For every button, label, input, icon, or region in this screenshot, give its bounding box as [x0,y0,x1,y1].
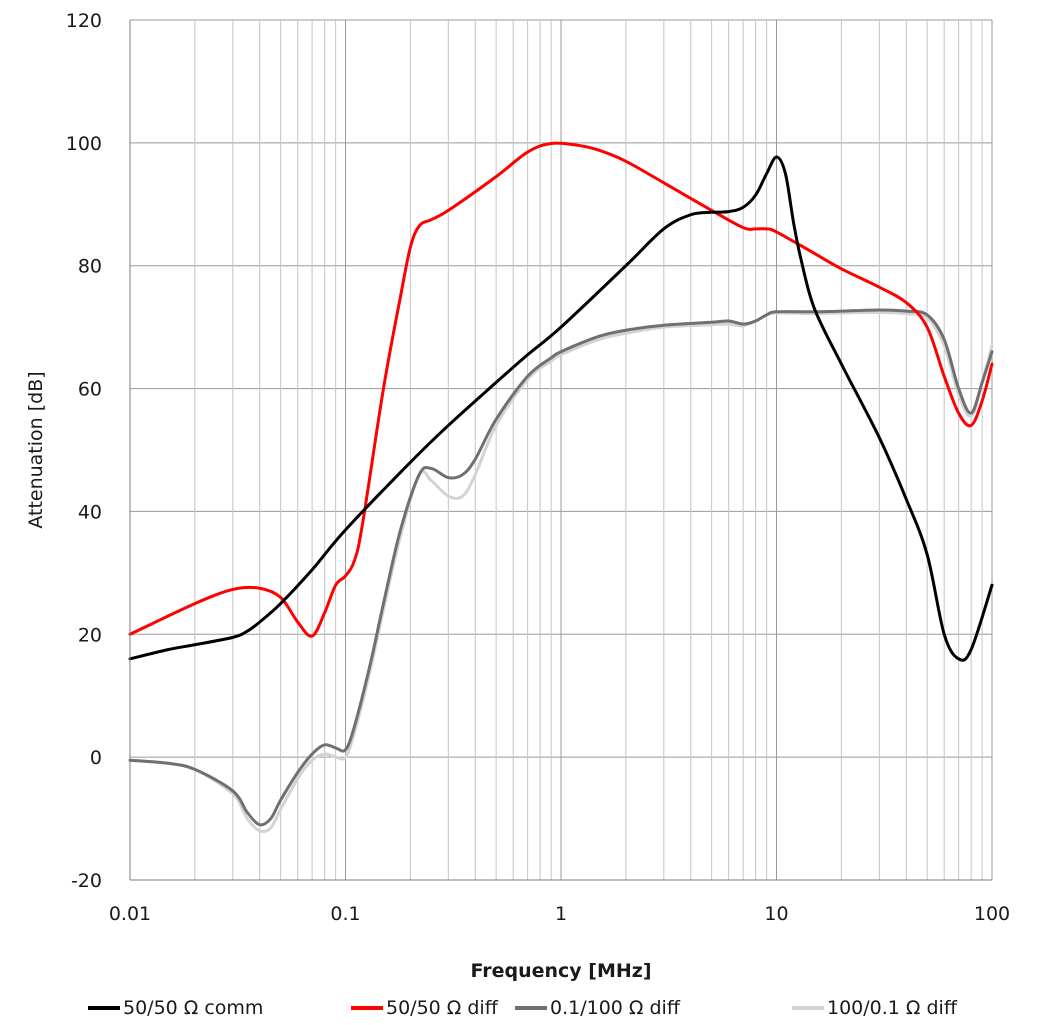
y-tick-label: 40 [78,501,102,523]
series-line-1 [128,155,994,662]
x-tick-labels: 0.01 0.1 1 10 100 [109,903,1010,925]
legend-label-4: 100/0.1 Ω diff [827,997,958,1019]
x-tick-label: 10 [764,903,788,925]
series-line-3 [128,308,994,827]
y-tick-label: 0 [90,747,102,769]
x-tick-label: 0.1 [330,903,360,925]
x-axis-title: Frequency [MHz] [470,960,651,982]
series-lines [128,141,994,834]
x-tick-label: 100 [974,903,1010,925]
grid [129,19,993,881]
axes [129,20,992,881]
series-line-4 [128,310,994,834]
legend-label-3: 0.1/100 Ω diff [550,997,681,1019]
y-tick-label: 20 [78,624,102,646]
legend: 50/50 Ω comm 50/50 Ω diff 0.1/100 Ω diff 10… [88,997,958,1019]
y-tick-label: 60 [78,379,102,401]
x-tick-label: 0.01 [109,903,151,925]
series-line-2 [128,141,994,638]
y-tick-label: -20 [71,870,102,892]
legend-label-1: 50/50 Ω comm [123,997,263,1019]
y-tick-label: 100 [66,133,102,155]
y-axis-title: Attenuation [dB] [25,371,47,528]
y-tick-label: 120 [66,10,102,32]
legend-label-2: 50/50 Ω diff [386,997,499,1019]
y-tick-label: 80 [78,256,102,278]
y-tick-labels: -20 0 20 40 60 80 100 120 [66,10,102,892]
x-tick-label: 1 [555,903,567,925]
